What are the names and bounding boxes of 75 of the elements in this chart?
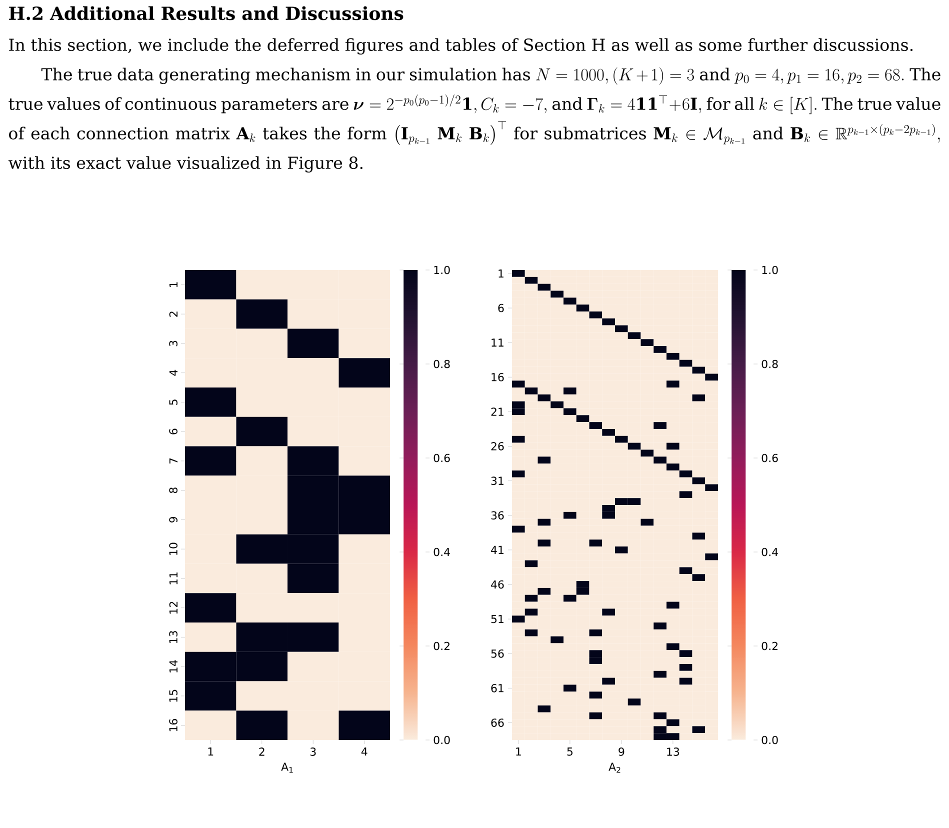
text: $\big(\mathbf{I}_{p_{k-1}}\ \mathbf{M}_k\ \mathbf{B}_k\big)^{\top}$ (396, 121, 506, 145)
y-tick-label: 31 (491, 476, 504, 485)
text: H.2 Additional Results and Discussions (9, 6, 404, 20)
color-bar-label: 0.8 (434, 360, 450, 368)
text: The true value (822, 97, 940, 110)
text: of each connection matrix (9, 126, 230, 140)
x-tick-label: 1 (516, 748, 521, 756)
color-bar-label: 0.2 (762, 642, 778, 650)
text: and (700, 68, 730, 81)
y-tick-label: 36 (491, 511, 504, 520)
text: In this section, we include the deferred figures and tables of Section H as well as some further discussions. (9, 38, 913, 54)
y-tick-label: 11 (492, 338, 504, 347)
y-tick-label: 11 (169, 572, 178, 584)
color-bar-label: 0.4 (434, 548, 450, 556)
y-tick-label: 14 (169, 660, 178, 672)
color-bar-label: 0.0 (434, 736, 450, 744)
y-tick-label: 1 (498, 269, 504, 278)
text: $N = 1000, (K+1) = 3$ (536, 67, 694, 85)
color-bar-label: 0.2 (434, 642, 450, 650)
x-tick-label: 5 (567, 748, 572, 756)
x-tick-label: 1 (208, 748, 214, 756)
y-tick-label: 66 (491, 718, 504, 727)
y-tick-label: 10 (169, 542, 178, 555)
y-tick-label: 13 (169, 631, 178, 643)
x-tick-label: 3 (310, 748, 316, 756)
y-tick-label: 51 (491, 614, 504, 624)
text: and (552, 97, 582, 110)
text: true values of continuous parameters are (8, 97, 348, 114)
y-tick-label: 15 (169, 690, 178, 702)
text: The (910, 68, 940, 81)
y-tick-label: 7 (169, 458, 178, 464)
color-bar-label: 1.0 (434, 266, 450, 274)
text: $p_0 = 4, p_1 = 16, p_2 = 68.$ (734, 68, 904, 84)
y-tick-label: 12 (169, 602, 178, 614)
text: $\mathbf{A}_k$ (236, 127, 256, 142)
text: $k \in [K].$ (759, 96, 816, 114)
y-tick-label: 21 (491, 408, 504, 416)
text: $\boldsymbol{\Gamma}_k = 4\mathbf{1}\mathbf{1}^{\top} + 6\mathbf{I},$ (587, 96, 702, 114)
text: The true data generating mechanism in our simulation has (41, 68, 530, 84)
y-tick-label: 9 (169, 516, 178, 522)
color-bar-label: 0.4 (762, 548, 778, 556)
y-tick-label: 56 (491, 649, 504, 658)
y-tick-label: 3 (169, 340, 178, 346)
y-tick-label: 4 (169, 370, 178, 376)
color-bar-label: 0.6 (762, 454, 778, 462)
y-tick-label: 16 (169, 719, 178, 732)
color-bar-label: 1.0 (762, 266, 778, 274)
text: for all (706, 97, 754, 110)
y-tick-label: 5 (169, 400, 178, 405)
text: takes the form (262, 126, 386, 140)
color-bar-label: 0.0 (762, 736, 778, 744)
y-tick-label: 8 (169, 488, 178, 494)
y-tick-label: 1 (169, 282, 178, 287)
color-bar-label: 0.6 (434, 454, 450, 462)
text: for submatrices (514, 126, 646, 140)
text: with its exact value visualized in Figure 8. (8, 156, 362, 172)
y-tick-label: 41 (491, 546, 504, 554)
y-tick-label: 26 (491, 442, 504, 450)
text: $\mathbf{B}_k \in \mathbb{R}^{p_{k-1}\times(p_k-2p_{k-1})},$ (790, 124, 940, 143)
y-tick-label: 16 (492, 372, 504, 382)
x-tick-label: 4 (361, 748, 368, 756)
y-tick-label: 46 (491, 580, 504, 589)
text: $\boldsymbol{\nu} = 2^{-p_0(p_0-1)/2}\mathbf{1}, C_k = -7,$ (354, 94, 546, 114)
x-tick-label: 9 (618, 748, 624, 756)
x-tick-label: 13 (667, 748, 680, 756)
color-bar-label: 0.8 (762, 360, 778, 368)
y-tick-label: 2 (169, 312, 178, 317)
x-tick-label: 2 (259, 748, 264, 756)
x-axis-title: A$_{2}$ (608, 762, 620, 773)
text: $\mathbf{M}_k \in \mathcal{M}_{p_{k-1}}$ (654, 127, 745, 144)
y-tick-label: 6 (169, 428, 178, 434)
x-axis-title: A$_{1}$ (281, 762, 293, 773)
y-tick-label: 6 (498, 304, 504, 312)
text: and (753, 126, 784, 140)
y-tick-label: 61 (491, 684, 504, 692)
